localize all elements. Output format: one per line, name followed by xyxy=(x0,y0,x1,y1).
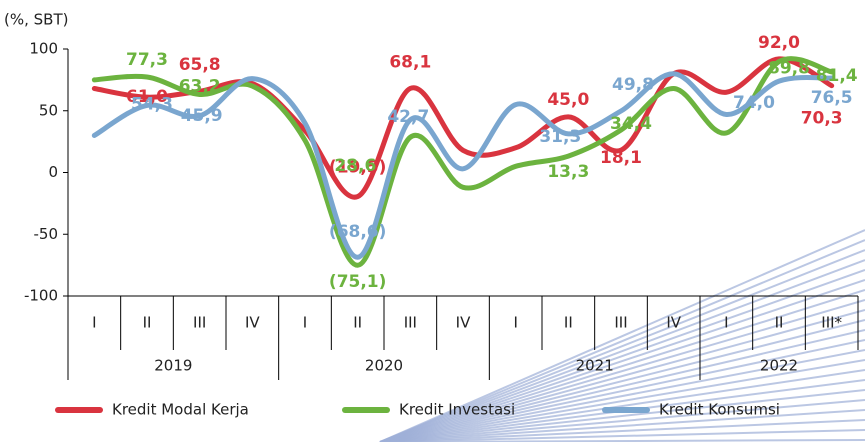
data-label: 18,1 xyxy=(600,148,642,168)
decor-line xyxy=(379,299,865,442)
x-tick-label: II xyxy=(143,314,152,332)
y-tick-label: 50 xyxy=(39,101,58,119)
data-label: 45,0 xyxy=(547,90,589,110)
year-label: 2022 xyxy=(760,357,798,375)
x-tick-label: II xyxy=(353,314,362,332)
data-label: 54,3 xyxy=(131,94,173,114)
data-label: (19,5) xyxy=(329,158,386,178)
decor-line xyxy=(379,359,865,442)
data-label: (75,1) xyxy=(329,272,386,292)
data-label: 49,8 xyxy=(612,75,654,95)
x-tick-label: IV xyxy=(456,314,471,332)
x-tick-label: IV xyxy=(245,314,260,332)
data-label: 68,1 xyxy=(389,52,431,72)
x-tick-label: I xyxy=(513,314,517,332)
series-line xyxy=(91,56,835,200)
x-tick-label: I xyxy=(724,314,728,332)
decor-line xyxy=(379,239,865,442)
x-tick-label: III* xyxy=(821,314,842,332)
x-tick-label: III xyxy=(193,314,206,332)
year-label: 2020 xyxy=(365,357,403,375)
decor-line xyxy=(379,419,865,442)
decor-line xyxy=(379,229,865,442)
data-label: 65,8 xyxy=(179,55,221,75)
legend-label: Kredit Modal Kerja xyxy=(112,401,249,419)
data-label: 70,3 xyxy=(801,109,843,129)
data-label: 89,8 xyxy=(768,59,810,79)
decor-line xyxy=(379,249,865,442)
decor-line xyxy=(379,279,865,442)
data-label: 92,0 xyxy=(758,33,800,53)
series-line xyxy=(91,71,835,260)
y-tick-label: -50 xyxy=(34,225,59,243)
legend-label: Kredit Konsumsi xyxy=(659,401,780,419)
data-label: 13,3 xyxy=(547,162,589,182)
data-label: 77,3 xyxy=(126,50,168,70)
decor-line xyxy=(379,259,865,442)
data-label: (68,6) xyxy=(329,222,386,242)
year-label: 2021 xyxy=(576,357,614,375)
x-tick-label: III xyxy=(404,314,417,332)
x-tick-label: II xyxy=(564,314,573,332)
decor-line xyxy=(379,389,865,442)
data-label: 81,4 xyxy=(816,66,858,86)
decor-line xyxy=(379,349,865,442)
x-tick-label: I xyxy=(303,314,307,332)
decor-line xyxy=(379,269,865,442)
data-label: 45,9 xyxy=(181,106,223,126)
x-tick-label: II xyxy=(775,314,784,332)
legend-label: Kredit Investasi xyxy=(399,401,515,419)
data-label: 63,2 xyxy=(179,76,221,96)
data-label: 74,0 xyxy=(733,93,775,113)
decor-line xyxy=(379,399,865,442)
data-label: 28,6 xyxy=(334,156,376,176)
year-label: 2019 xyxy=(154,357,192,375)
decor-line xyxy=(379,329,865,442)
decor-line xyxy=(379,309,865,442)
x-tick-label: III xyxy=(614,314,627,332)
decor-line xyxy=(379,319,865,442)
data-label: 76,5 xyxy=(811,88,853,108)
x-tick-label: IV xyxy=(666,314,681,332)
decor-line xyxy=(379,369,865,442)
decor-line xyxy=(379,409,865,442)
data-label: 31,3 xyxy=(539,127,581,147)
data-label: 34,4 xyxy=(610,114,652,134)
background-decoration xyxy=(379,229,865,442)
data-label: 42,7 xyxy=(387,107,429,127)
decor-line xyxy=(379,339,865,442)
y-axis-label: (%, SBT) xyxy=(4,11,68,29)
y-tick-label: -100 xyxy=(24,287,58,305)
decor-line xyxy=(379,289,865,442)
y-tick-label: 100 xyxy=(29,40,58,58)
data-label: 61,0 xyxy=(126,87,168,107)
decor-line xyxy=(379,429,865,442)
y-tick-label: 0 xyxy=(48,163,58,181)
x-tick-label: I xyxy=(92,314,96,332)
